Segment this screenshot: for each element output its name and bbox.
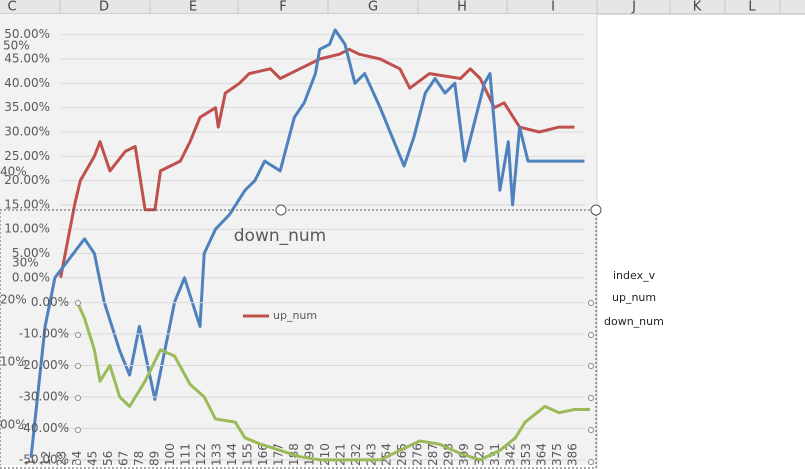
- column-header[interactable]: J: [631, 0, 636, 15]
- x-tick-label: 1: [24, 458, 38, 466]
- plot-handle[interactable]: [75, 363, 81, 369]
- plot-handle[interactable]: [588, 332, 594, 338]
- plot-handle[interactable]: [588, 427, 594, 433]
- column-header-bar: [0, 0, 805, 14]
- x-tick-label: 353: [519, 443, 533, 466]
- x-tick-label: 155: [240, 443, 254, 466]
- x-tick-label: 67: [116, 451, 130, 466]
- side-label: down_num: [604, 315, 664, 328]
- plot-handle[interactable]: [75, 395, 81, 401]
- x-tick-label: 287: [426, 443, 440, 466]
- plot-handle[interactable]: [588, 363, 594, 369]
- background-axis-label: 40%: [0, 165, 27, 179]
- chart-title: down_num: [234, 226, 326, 246]
- y-tick-label: 40.00%: [4, 76, 50, 90]
- y-tick-label: 5.00%: [12, 246, 50, 260]
- y-tick-label: 35.00%: [4, 100, 50, 114]
- column-header[interactable]: F: [279, 0, 286, 15]
- x-tick-label: 111: [178, 443, 192, 466]
- plot-handle[interactable]: [75, 300, 81, 306]
- y-tick-label: 10.00%: [4, 222, 50, 236]
- x-tick-label: 210: [318, 443, 332, 466]
- resize-handle[interactable]: [590, 204, 602, 216]
- x-tick-label: 89: [147, 451, 161, 466]
- x-tick-label: 166: [256, 443, 270, 466]
- plot-handle[interactable]: [588, 300, 594, 306]
- x-tick-label: 177: [271, 443, 285, 466]
- column-header[interactable]: H: [457, 0, 467, 15]
- background-axis-label: 20%: [0, 293, 27, 307]
- x-tick-label: 276: [411, 443, 425, 466]
- background-axis-label: 50%: [3, 39, 30, 53]
- x-tick-label: 342: [504, 443, 518, 466]
- plot-handle[interactable]: [588, 459, 594, 465]
- x-tick-label: 45: [85, 451, 99, 466]
- y-tick-label: -10.00%: [19, 327, 69, 341]
- column-header[interactable]: K: [693, 0, 702, 15]
- x-tick-label: 100: [163, 443, 177, 466]
- series-line: [29, 28, 585, 458]
- column-header[interactable]: L: [748, 0, 756, 15]
- plot-handle[interactable]: [75, 427, 81, 433]
- column-header[interactable]: C: [7, 0, 16, 15]
- y-tick-label: 20.00%: [4, 173, 50, 187]
- y-tick-label: 15.00%: [4, 197, 50, 211]
- column-header[interactable]: E: [189, 0, 197, 15]
- x-tick-label: 133: [209, 443, 223, 466]
- background-axis-label: 10%: [0, 355, 27, 369]
- x-tick-label: 56: [101, 451, 115, 466]
- y-tick-label: 30.00%: [4, 124, 50, 138]
- y-tick-label: 0.00%: [31, 295, 69, 309]
- y-tick-label: -50.00%: [19, 452, 69, 466]
- column-header[interactable]: I: [551, 0, 555, 15]
- resize-handle[interactable]: [275, 204, 287, 216]
- side-label: up_num: [612, 291, 656, 304]
- x-tick-label: 364: [535, 443, 549, 466]
- x-tick-label: 320: [473, 443, 487, 466]
- x-tick-label: 144: [225, 443, 239, 466]
- x-tick-label: 386: [566, 443, 580, 466]
- x-tick-label: 12: [39, 451, 53, 466]
- x-tick-label: 221: [333, 443, 347, 466]
- y-tick-label: 25.00%: [4, 149, 50, 163]
- x-tick-label: 243: [364, 443, 378, 466]
- background-axis-label: 00%: [0, 418, 27, 432]
- x-tick-label: 122: [194, 443, 208, 466]
- x-tick-label: 254: [380, 443, 394, 466]
- y-tick-label: 0.00%: [12, 270, 50, 284]
- x-tick-label: 199: [302, 443, 316, 466]
- legend-label: up_num: [273, 309, 317, 322]
- chart-area: [0, 14, 597, 465]
- x-tick-label: 232: [349, 443, 363, 466]
- y-tick-label: 50.00%: [4, 27, 50, 41]
- x-tick-label: 375: [550, 443, 564, 466]
- y-tick-label: 45.00%: [4, 52, 50, 66]
- series-line: [59, 47, 575, 279]
- background-axis-label: 30%: [12, 256, 39, 270]
- plot-handle[interactable]: [588, 395, 594, 401]
- x-tick-label: 78: [132, 451, 146, 466]
- y-tick-label: -20.00%: [19, 358, 69, 372]
- x-tick-label: 23: [54, 451, 68, 466]
- selection-frame: [0, 209, 597, 469]
- column-header[interactable]: G: [368, 0, 378, 15]
- y-tick-label: -30.00%: [19, 389, 69, 403]
- side-label: index_v: [613, 269, 656, 282]
- plot-handle[interactable]: [75, 459, 81, 465]
- series-line: [76, 301, 590, 462]
- x-tick-label: 331: [488, 443, 502, 466]
- plot-handle[interactable]: [75, 332, 81, 338]
- column-header[interactable]: D: [99, 0, 109, 15]
- y-tick-label: -40.00%: [19, 421, 69, 435]
